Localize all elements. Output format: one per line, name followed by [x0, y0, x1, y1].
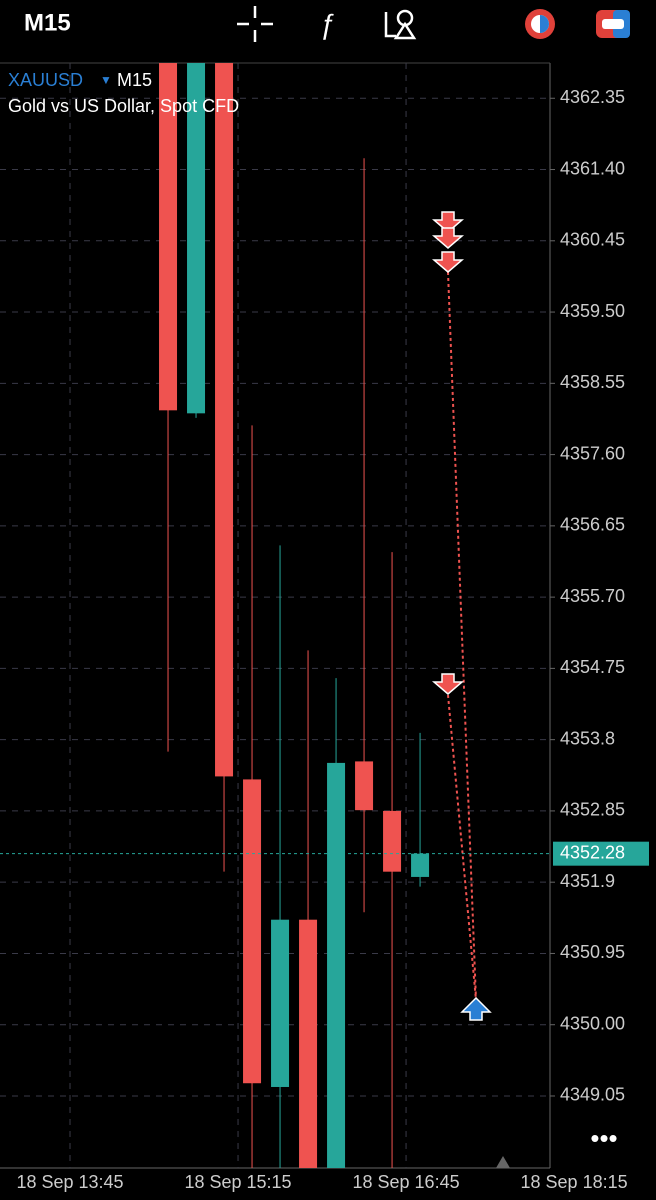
candle-body [327, 762, 346, 1168]
y-tick-label: 4351.9 [560, 871, 615, 891]
y-tick-label: 4353.8 [560, 728, 615, 748]
trade-lines [447, 271, 477, 1001]
y-tick-label: 4359.50 [560, 301, 625, 321]
candle-body [187, 63, 206, 414]
y-tick-label: 4354.75 [560, 657, 625, 677]
candle-body [355, 761, 374, 811]
y-tick-label: 4361.40 [560, 158, 625, 178]
y-tick-label: 4355.70 [560, 586, 625, 606]
y-tick-label: 4356.65 [560, 515, 625, 535]
symbol-description: Gold vs US Dollar, Spot CFD [8, 96, 239, 116]
settings-icon[interactable] [596, 10, 630, 38]
candle-body [243, 779, 262, 1084]
trade-icon[interactable] [525, 9, 555, 39]
more-button[interactable]: ••• [590, 1123, 617, 1153]
candle-body [299, 919, 318, 1168]
candle-body [411, 853, 430, 877]
candle-body [271, 919, 290, 1087]
symbol-dropdown[interactable]: ▼ [100, 73, 112, 87]
symbol-timeframe: M15 [117, 70, 152, 90]
scroll-marker [496, 1156, 510, 1168]
y-tick-label: 4358.55 [560, 372, 625, 392]
y-tick-label: 4357.60 [560, 443, 625, 463]
y-tick-label: 4352.85 [560, 800, 625, 820]
x-tick-label: 18 Sep 16:45 [353, 1172, 460, 1192]
symbol[interactable]: XAUUSD [8, 70, 83, 90]
y-tick-label: 4350.00 [560, 1013, 625, 1033]
current-price-label: 4352.28 [560, 842, 625, 862]
candle-body [383, 810, 402, 872]
y-tick-label: 4350.95 [560, 942, 625, 962]
indicators-icon[interactable]: ƒ [319, 8, 335, 39]
y-tick-label: 4360.45 [560, 230, 625, 250]
y-tick-label: 4362.35 [560, 87, 625, 107]
x-tick-label: 18 Sep 15:15 [184, 1172, 291, 1192]
timeframe-button[interactable]: M15 [24, 9, 71, 36]
buy-marker [460, 996, 492, 1021]
x-tick-label: 18 Sep 13:45 [16, 1172, 123, 1192]
candle-body [159, 63, 178, 411]
x-tick-label: 18 Sep 18:15 [521, 1172, 628, 1192]
y-tick-label: 4349.05 [560, 1085, 625, 1105]
objects-icon[interactable] [384, 9, 417, 40]
candle-body [215, 63, 234, 777]
crosshair-icon[interactable] [237, 6, 273, 42]
sell-markers [431, 211, 465, 695]
current-price-box [553, 841, 649, 866]
